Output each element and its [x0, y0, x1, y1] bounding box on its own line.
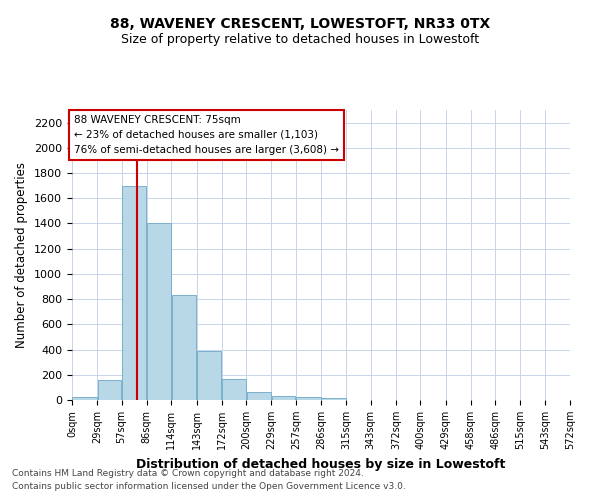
Bar: [272, 396, 295, 400]
Bar: [147, 224, 171, 400]
Bar: [73, 398, 97, 400]
Text: Contains public sector information licensed under the Open Government Licence v3: Contains public sector information licen…: [12, 482, 406, 491]
Y-axis label: Number of detached properties: Number of detached properties: [16, 162, 28, 348]
Text: 88 WAVENEY CRESCENT: 75sqm
← 23% of detached houses are smaller (1,103)
76% of s: 88 WAVENEY CRESCENT: 75sqm ← 23% of deta…: [74, 115, 339, 154]
Bar: [322, 398, 346, 400]
Bar: [222, 379, 246, 400]
Bar: [172, 296, 196, 400]
Text: Size of property relative to detached houses in Lowestoft: Size of property relative to detached ho…: [121, 32, 479, 46]
Bar: [98, 380, 121, 400]
Bar: [122, 186, 146, 400]
X-axis label: Distribution of detached houses by size in Lowestoft: Distribution of detached houses by size …: [136, 458, 506, 470]
Text: 88, WAVENEY CRESCENT, LOWESTOFT, NR33 0TX: 88, WAVENEY CRESCENT, LOWESTOFT, NR33 0T…: [110, 18, 490, 32]
Bar: [247, 392, 271, 400]
Text: Contains HM Land Registry data © Crown copyright and database right 2024.: Contains HM Land Registry data © Crown c…: [12, 468, 364, 477]
Bar: [296, 397, 320, 400]
Bar: [197, 352, 221, 400]
